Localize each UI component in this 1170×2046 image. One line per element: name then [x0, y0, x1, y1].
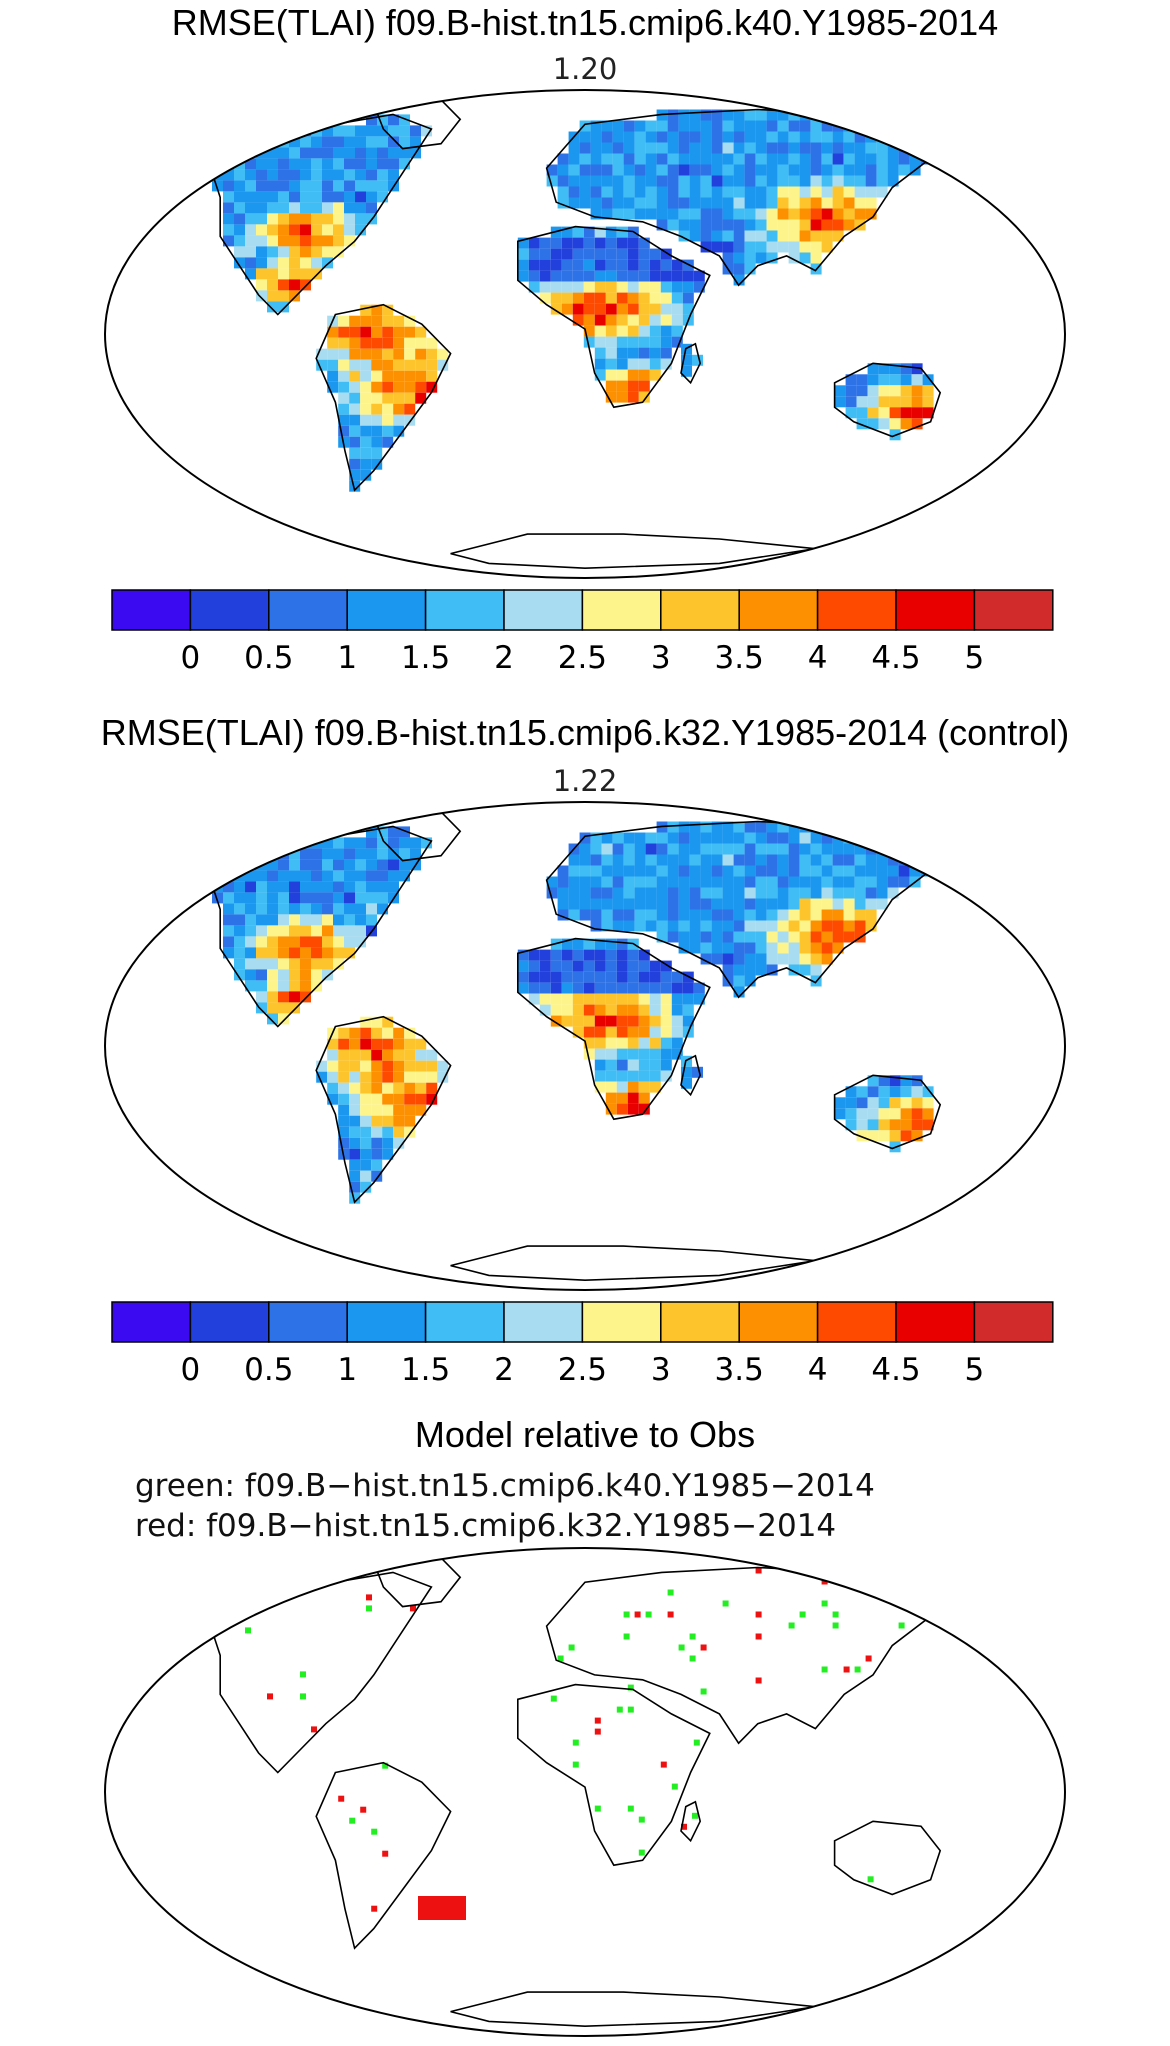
comparison-title: Model relative to Obs [414, 1414, 756, 1455]
panel1-title: RMSE(TLAI) f09.B-hist.tn15.cmip6.k40.Y19… [171, 2, 999, 43]
colorbar-tick-label: 4.5 [871, 1352, 920, 1388]
colorbar-tick-label: 4.5 [871, 640, 920, 676]
colorbar-tick-label: 2.5 [558, 1352, 607, 1388]
colorbar-tick-label: 2.5 [558, 640, 607, 676]
colorbar-tick-label: 5 [965, 640, 985, 676]
colorbar-tick-label: 3 [651, 1352, 671, 1388]
panel2-title: RMSE(TLAI) f09.B-hist.tn15.cmip6.k32.Y19… [100, 712, 1070, 753]
panel2-global-value: 1.22 [552, 764, 618, 798]
colorbar-tick-label: 4 [808, 640, 828, 676]
comparison-red-label: red: f09.B−hist.tn15.cmip6.k32.Y1985−201… [135, 1508, 837, 1544]
colorbar-tick-label: 0 [181, 1352, 201, 1388]
colorbar-tick-label: 2 [494, 640, 514, 676]
colorbar-tick-label: 0.5 [244, 1352, 293, 1388]
colorbar-tick-label: 1 [337, 640, 357, 676]
colorbar-tick-label: 0 [181, 640, 201, 676]
colorbar-tick-label: 3.5 [715, 1352, 764, 1388]
colorbar-tick-label: 1 [337, 1352, 357, 1388]
colorbar-tick-label: 0.5 [244, 640, 293, 676]
colorbar-tick-label: 1.5 [401, 640, 450, 676]
panel1-colorbar: 0 0.5 1 1.5 2 2.5 3 3.5 4 4.5 5 [111, 589, 1054, 676]
comparison-map [104, 1547, 1066, 2037]
colorbar-tick-label: 5 [965, 1352, 985, 1388]
colorbar-tick-label: 3 [651, 640, 671, 676]
panel1-global-value: 1.20 [552, 52, 618, 86]
colorbar-tick-label: 1.5 [401, 1352, 450, 1388]
colorbar-tick-label: 4 [808, 1352, 828, 1388]
comparison-green-label: green: f09.B−hist.tn15.cmip6.k40.Y1985−2… [135, 1468, 875, 1504]
colorbar-tick-label: 2 [494, 1352, 514, 1388]
panel2-map [104, 801, 1066, 1291]
panel2-colorbar: 0 0.5 1 1.5 2 2.5 3 3.5 4 4.5 5 [111, 1301, 1054, 1388]
panel1-map [104, 89, 1066, 579]
colorbar-tick-label: 3.5 [715, 640, 764, 676]
